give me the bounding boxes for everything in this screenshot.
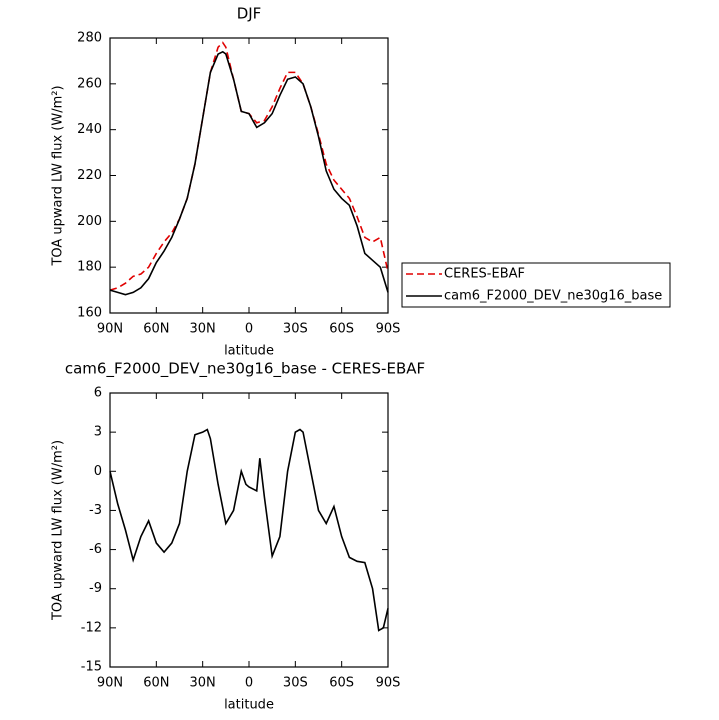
chart-title: cam6_F2000_DEV_ne30g16_base - CERES-EBAF [65, 360, 425, 379]
x-tick-label: 0 [245, 322, 253, 337]
x-tick-label: 90S [376, 322, 401, 337]
y-tick-label: 6 [94, 386, 102, 401]
x-tick-label: 30S [283, 676, 308, 691]
y-tick-label: -9 [89, 581, 102, 596]
y-tick-label: 3 [94, 425, 102, 440]
data-line [109, 41, 389, 291]
y-axis-label: TOA upward LW flux (W/m²) [51, 440, 66, 621]
x-tick-label: 90N [97, 676, 123, 691]
data-line [109, 428, 389, 632]
legend-label: cam6_F2000_DEV_ne30g16_base [444, 289, 662, 304]
plot-frame [109, 392, 389, 668]
data-line [109, 50, 389, 296]
y-tick-label: -6 [89, 542, 102, 557]
y-tick-label: 200 [77, 214, 102, 229]
y-tick-label: 160 [77, 306, 102, 321]
x-tick-label: 60S [329, 322, 354, 337]
x-tick-label: 90S [376, 676, 401, 691]
y-axis-label: TOA upward LW flux (W/m²) [51, 85, 66, 266]
y-tick-label: 280 [77, 31, 102, 46]
y-tick-label: 240 [77, 122, 102, 137]
x-axis-label: latitude [224, 344, 274, 359]
y-tick-label: 260 [77, 76, 102, 91]
legend-box [401, 262, 671, 308]
y-tick-label: 220 [77, 168, 102, 183]
x-tick-label: 60S [329, 676, 354, 691]
x-tick-label: 60N [143, 676, 169, 691]
legend-label: CERES-EBAF [444, 267, 525, 282]
y-tick-label: -12 [81, 620, 102, 635]
y-tick-label: -3 [89, 503, 102, 518]
x-tick-label: 90N [97, 322, 123, 337]
y-tick-label: 180 [77, 260, 102, 275]
x-tick-label: 30N [190, 322, 216, 337]
x-axis-label: latitude [224, 698, 274, 713]
x-tick-label: 0 [245, 676, 253, 691]
y-tick-label: -15 [81, 660, 102, 675]
x-tick-label: 30S [283, 322, 308, 337]
x-tick-label: 60N [143, 322, 169, 337]
chart-title: DJF [237, 5, 262, 23]
plot-frame [109, 37, 389, 314]
y-tick-label: 0 [94, 464, 102, 479]
x-tick-label: 30N [190, 676, 216, 691]
